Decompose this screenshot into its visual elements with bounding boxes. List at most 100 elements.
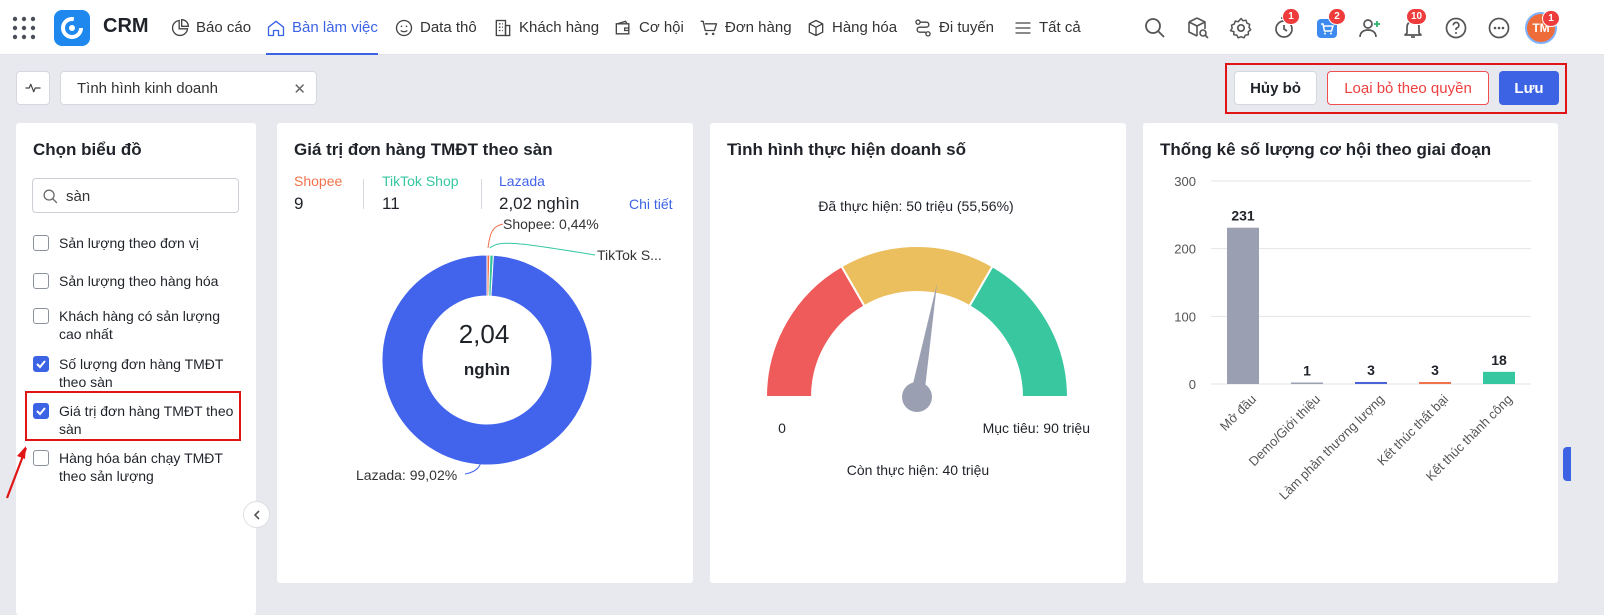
legend-shopee-value: 9 bbox=[294, 194, 304, 213]
checkbox-checked[interactable] bbox=[33, 403, 49, 419]
checkbox-checked[interactable] bbox=[33, 356, 49, 372]
side-scroll-handle[interactable] bbox=[1563, 447, 1571, 481]
donut-center-unit: nghìn bbox=[464, 360, 510, 379]
remove-by-permission-button[interactable]: Loại bỏ theo quyền bbox=[1327, 71, 1489, 105]
add-user-icon[interactable] bbox=[1356, 14, 1384, 42]
donut-slice-lazada[interactable] bbox=[381, 254, 593, 466]
bar[interactable] bbox=[1355, 381, 1387, 384]
package-search-icon[interactable] bbox=[1184, 14, 1212, 42]
card-title: Tình hình thực hiện doanh số bbox=[727, 140, 966, 159]
wallet-icon bbox=[615, 20, 630, 34]
chart-option[interactable]: Khách hàng có sản lượng cao nhất bbox=[33, 307, 243, 343]
chooser-title: Chọn biểu đồ bbox=[33, 140, 142, 159]
checkbox[interactable] bbox=[33, 273, 49, 289]
checkbox[interactable] bbox=[33, 308, 49, 324]
more-icon[interactable] bbox=[1485, 14, 1513, 42]
nav-don-hang[interactable]: Đơn hàng bbox=[699, 0, 792, 55]
nav-hang-hoa[interactable]: Hàng hóa bbox=[806, 0, 897, 55]
x-tick-label: Mở đầu bbox=[1217, 392, 1259, 434]
search-icon[interactable] bbox=[1141, 14, 1169, 42]
timer-icon[interactable]: 1 bbox=[1270, 8, 1300, 42]
shop-cart-icon[interactable]: 2 bbox=[1313, 8, 1346, 42]
gear-icon[interactable] bbox=[1227, 14, 1255, 42]
nav-khach-hang[interactable]: Khách hàng bbox=[493, 0, 599, 55]
bar-value-label: 1 bbox=[1303, 363, 1311, 379]
gauge-target-label: Mục tiêu: 90 triệu bbox=[983, 420, 1090, 436]
dashboard-title-input[interactable] bbox=[77, 79, 287, 97]
checkbox[interactable] bbox=[33, 235, 49, 251]
legend-tiktok-value: 11 bbox=[382, 194, 400, 213]
apps-grid-icon[interactable] bbox=[12, 16, 36, 40]
route-icon bbox=[915, 18, 931, 37]
chart-search-input[interactable] bbox=[66, 185, 231, 207]
chart-option[interactable]: Sản lượng theo hàng hóa bbox=[33, 272, 243, 290]
nav-ban-lam-viec[interactable]: Bàn làm việc bbox=[266, 0, 378, 55]
app-name[interactable]: CRM bbox=[103, 15, 149, 37]
nav-label: Bàn làm việc bbox=[292, 19, 378, 36]
remaining-label: Còn thực hiện: 40 triệu bbox=[847, 462, 989, 478]
bar[interactable] bbox=[1291, 382, 1323, 385]
collapse-panel-button[interactable] bbox=[243, 501, 270, 528]
gauge-band-1 bbox=[840, 245, 994, 308]
pie-chart-icon bbox=[171, 18, 190, 36]
bar[interactable] bbox=[1227, 227, 1259, 384]
home-icon bbox=[267, 20, 285, 36]
legend-tiktok: TikTok Shop bbox=[382, 173, 459, 189]
chart-option[interactable]: Giá trị đơn hàng TMĐT theo sàn bbox=[33, 402, 243, 438]
chart-option[interactable]: Hàng hóa bán chạy TMĐT theo sản lượng bbox=[33, 449, 243, 485]
legend-divider bbox=[481, 179, 482, 209]
clear-icon[interactable]: ✕ bbox=[293, 81, 306, 98]
bar-value-label: 3 bbox=[1367, 362, 1375, 378]
pulse-icon bbox=[25, 83, 41, 93]
y-tick-label: 0 bbox=[1189, 377, 1196, 392]
option-label: Giá trị đơn hàng TMĐT theo sàn bbox=[59, 403, 234, 437]
legend-lazada: Lazada bbox=[499, 173, 545, 189]
nav-label: Báo cáo bbox=[196, 19, 252, 36]
tiktok-data-label: TikTok S... bbox=[597, 247, 662, 263]
legend-divider bbox=[363, 179, 364, 209]
nav-tat-ca[interactable]: Tất cả bbox=[1013, 0, 1081, 55]
activity-button[interactable] bbox=[16, 71, 50, 105]
bar[interactable] bbox=[1483, 371, 1515, 384]
timer-badge: 1 bbox=[1282, 8, 1300, 25]
lazada-leader-line bbox=[464, 454, 483, 475]
building-icon bbox=[495, 19, 511, 36]
option-label: Sản lượng theo hàng hóa bbox=[59, 273, 219, 289]
cart-badge: 2 bbox=[1328, 8, 1346, 25]
option-label: Khách hàng có sản lượng cao nhất bbox=[59, 308, 220, 342]
checkbox[interactable] bbox=[33, 450, 49, 466]
option-highlight-box bbox=[25, 391, 241, 441]
card-title: Giá trị đơn hàng TMĐT theo sàn bbox=[294, 140, 553, 159]
dashboard-title-field[interactable]: ✕ bbox=[60, 71, 317, 105]
help-icon[interactable] bbox=[1442, 14, 1470, 42]
crm-logo-icon[interactable] bbox=[54, 10, 90, 46]
bell-icon[interactable]: 10 bbox=[1399, 8, 1428, 42]
chart-search-field[interactable] bbox=[32, 178, 239, 213]
cancel-button[interactable]: Hủy bỏ bbox=[1234, 71, 1317, 105]
nav-di-tuyen[interactable]: Đi tuyến bbox=[913, 0, 994, 55]
avatar-badge: 1 bbox=[1542, 10, 1560, 27]
detail-link[interactable]: Chi tiết bbox=[629, 196, 673, 212]
save-button[interactable]: Lưu bbox=[1499, 71, 1559, 105]
bar-value-label: 231 bbox=[1231, 208, 1255, 224]
gauge-min-label: 0 bbox=[778, 420, 786, 436]
tiktok-leader-line bbox=[489, 242, 596, 256]
gauge-chart: Đã thực hiện: 50 triệu (55,56%) 0 Mục ti… bbox=[764, 198, 1090, 478]
gauge-band-0 bbox=[764, 264, 866, 398]
y-tick-label: 200 bbox=[1174, 242, 1196, 257]
nav-bao-cao[interactable]: Báo cáo bbox=[170, 0, 251, 55]
chart-option[interactable]: Sản lượng theo đơn vị bbox=[33, 234, 243, 252]
card-title: Thống kê số lượng cơ hội theo giai đoạn bbox=[1160, 140, 1492, 159]
bar[interactable] bbox=[1419, 381, 1451, 384]
nav-data-tho[interactable]: Data thô bbox=[394, 0, 477, 55]
option-label: Hàng hóa bán chạy TMĐT theo sản lượng bbox=[59, 450, 223, 484]
lazada-data-label: Lazada: 99,02% bbox=[356, 467, 457, 483]
avatar[interactable]: TM 1 bbox=[1525, 10, 1560, 44]
nav-label: Đơn hàng bbox=[725, 19, 792, 36]
chevron-left-icon bbox=[253, 509, 260, 520]
chart-option[interactable]: Số lượng đơn hàng TMĐT theo sàn bbox=[33, 355, 243, 391]
check-icon bbox=[36, 407, 46, 416]
gauge-needle-hub bbox=[902, 382, 932, 412]
nav-co-hoi[interactable]: Cơ hội bbox=[613, 0, 684, 55]
